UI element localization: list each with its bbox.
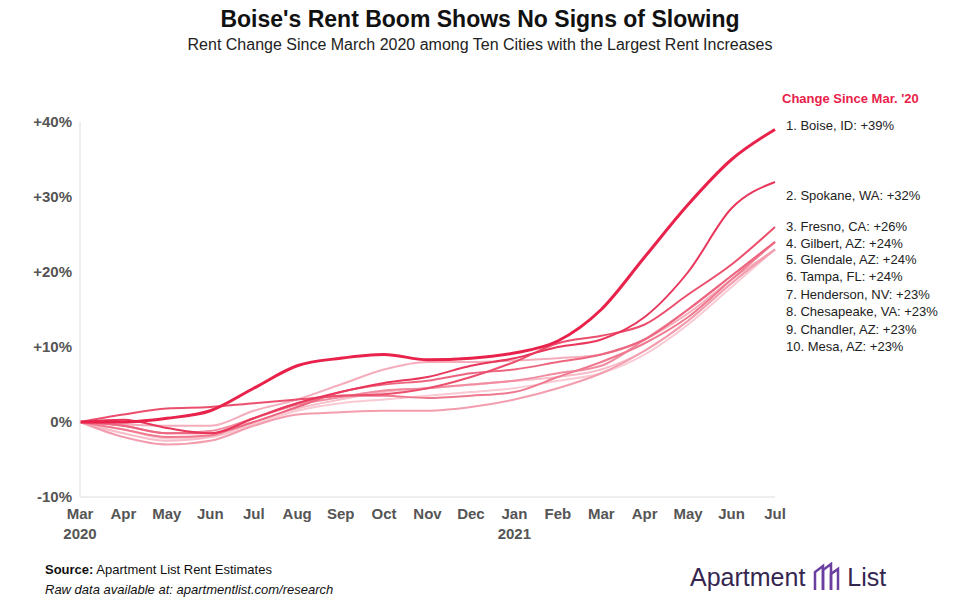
svg-text:Dec: Dec — [457, 505, 485, 522]
html-text:8. Chesapeake, VA: +23%: 8. Chesapeake, VA: +23% — [786, 304, 938, 319]
svg-text:Sep: Sep — [327, 505, 355, 522]
html-text:4. Gilbert, AZ: +24%: 4. Gilbert, AZ: +24% — [786, 236, 903, 251]
html-text:7. Henderson, NV: +23%: 7. Henderson, NV: +23% — [786, 287, 930, 302]
svg-text:+30%: +30% — [33, 188, 72, 205]
html-text:Raw data available at: apartme: Raw data available at: apartmentlist.com… — [45, 582, 334, 597]
html-text:6. Tampa, FL: +24%: 6. Tampa, FL: +24% — [786, 269, 903, 284]
html-text:5. Glendale, AZ: +24%: 5. Glendale, AZ: +24% — [786, 252, 917, 267]
svg-text:Oct: Oct — [372, 505, 397, 522]
svg-text:0%: 0% — [50, 413, 72, 430]
html-text:3. Fresno, CA: +26%: 3. Fresno, CA: +26% — [786, 219, 907, 234]
html-text:Rent Change Since March 2020 a: Rent Change Since March 2020 among Ten C… — [187, 36, 773, 53]
html-text:2. Spokane, WA: +32%: 2. Spokane, WA: +32% — [786, 188, 921, 203]
svg-text:Aug: Aug — [283, 505, 312, 522]
svg-text:+10%: +10% — [33, 338, 72, 355]
svg-text:Jun: Jun — [197, 505, 224, 522]
svg-text:Mar: Mar — [588, 505, 615, 522]
svg-text:Apr: Apr — [632, 505, 658, 522]
svg-text:May: May — [152, 505, 182, 522]
svg-text:Jul: Jul — [764, 505, 786, 522]
svg-text:+40%: +40% — [33, 113, 72, 130]
svg-text:Feb: Feb — [544, 505, 571, 522]
html-text:Change Since Mar. '20: Change Since Mar. '20 — [782, 91, 919, 106]
svg-text:Nov: Nov — [413, 505, 442, 522]
svg-text:+20%: +20% — [33, 263, 72, 280]
svg-text:Jan: Jan — [501, 505, 527, 522]
html-text:Boise's Rent Boom Shows No Sig: Boise's Rent Boom Shows No Signs of Slow… — [220, 6, 740, 32]
svg-text:Jun: Jun — [718, 505, 745, 522]
html-text:List: List — [847, 562, 887, 591]
svg-text:2021: 2021 — [498, 525, 531, 542]
html-text:Apartment: Apartment — [690, 562, 806, 591]
svg-text:Apr: Apr — [111, 505, 137, 522]
svg-text:2020: 2020 — [63, 525, 96, 542]
html-text:9. Chandler, AZ: +23%: 9. Chandler, AZ: +23% — [786, 322, 917, 337]
svg-text:May: May — [674, 505, 704, 522]
html-text:10. Mesa, AZ: +23%: 10. Mesa, AZ: +23% — [786, 339, 904, 354]
html-text:1. Boise, ID: +39%: 1. Boise, ID: +39% — [786, 118, 894, 133]
svg-text:-10%: -10% — [37, 488, 72, 505]
svg-text:Mar: Mar — [67, 505, 94, 522]
svg-text:Jul: Jul — [243, 505, 265, 522]
html-text:Source: Apartment List Rent Es: Source: Apartment List Rent Estimates — [45, 562, 272, 577]
